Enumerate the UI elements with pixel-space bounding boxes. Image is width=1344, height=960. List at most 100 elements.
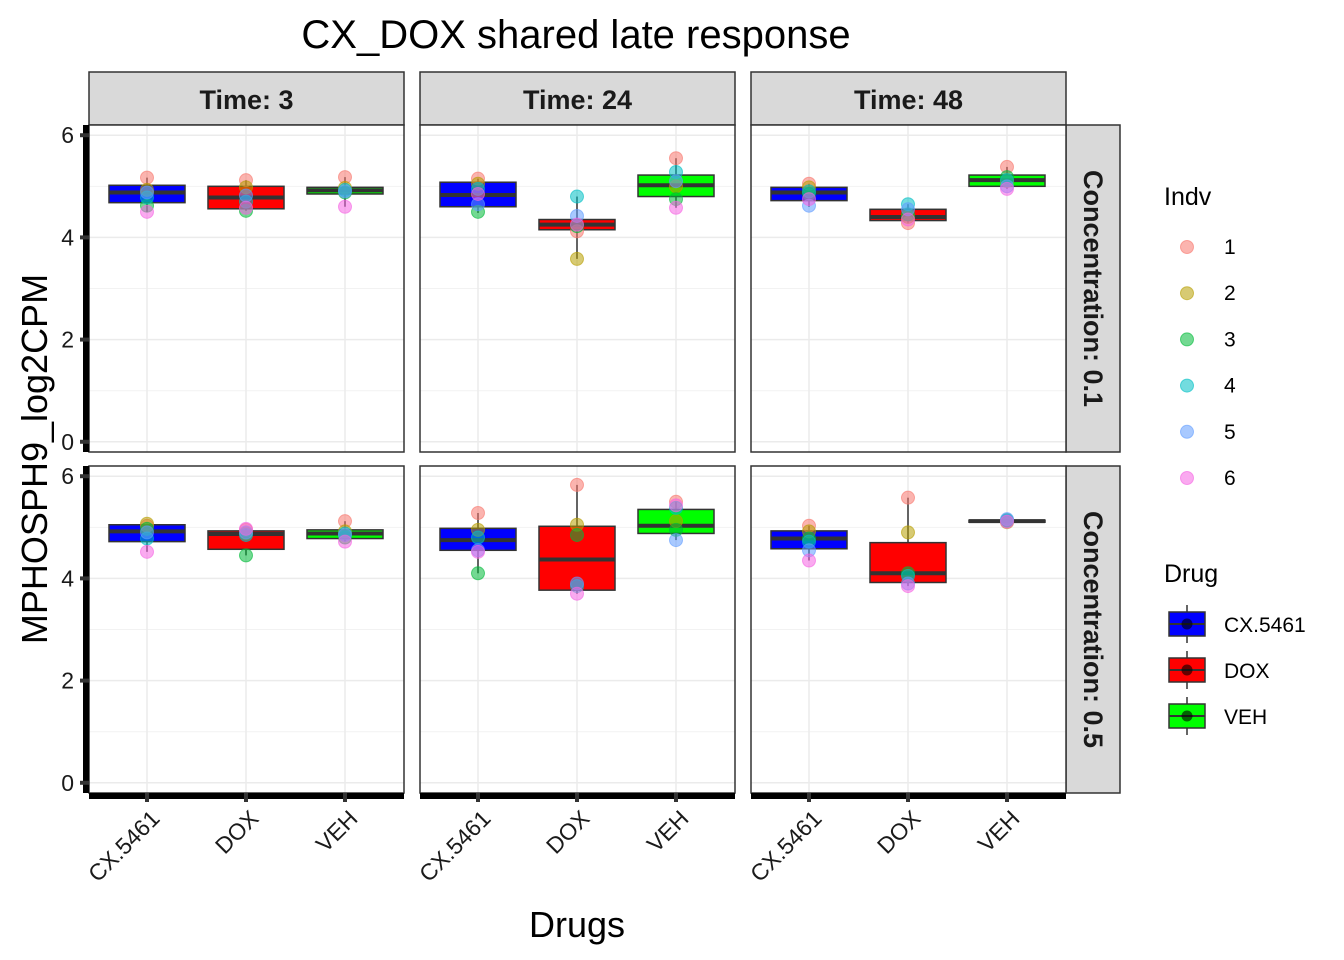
data-point [140,170,154,185]
y-tick-label: 6 [61,122,74,148]
boxplot [770,176,848,213]
facet-panel [419,465,736,794]
data-point [471,566,485,581]
column-strip: Time: 48 [750,71,1067,126]
data-point [338,199,352,214]
legend-key-point [1181,710,1193,722]
legends: Indv 1 2 3 4 5 6 Drug CX.5461 DOX VEH [1164,183,1306,735]
data-point [669,174,683,189]
legend-label: 3 [1224,328,1236,351]
strip-background [88,71,405,126]
data-point [570,189,584,204]
y-tick-label: 0 [61,770,74,796]
boxplot [108,516,186,559]
y-tick-label: 4 [61,565,74,591]
boxplot [207,173,285,218]
data-point [570,251,584,266]
x-tick-label: VEH [973,805,1025,857]
legend-key-point [1180,424,1194,439]
legend-entry: VEH [1168,697,1267,735]
legend-label: 4 [1224,375,1236,398]
legend-entry: 2 [1180,282,1236,305]
legend-title: Indv [1164,183,1212,211]
boxplot [637,151,715,215]
column-strip: Time: 3 [88,71,405,126]
data-point [140,544,154,559]
legend-key-point [1181,664,1193,676]
data-point [140,525,154,540]
legend-entry: 4 [1180,375,1236,398]
data-point [901,525,915,540]
data-point [471,186,485,201]
x-tick-label: DOX [210,805,264,859]
data-point [570,477,584,492]
strip-background [1065,124,1121,453]
x-tick-label: CX.5461 [745,805,827,887]
legend-key-point [1180,378,1194,393]
legend-key-point [1180,332,1194,347]
legend-key-point [1180,240,1194,254]
data-point [338,184,352,199]
row-strip-label: Concentration: 0.5 [1078,511,1108,748]
boxplot [538,477,616,601]
strip-background [750,71,1067,126]
facet-panel [750,124,1067,453]
x-tick-label: VEH [311,805,363,857]
legend-drug: Drug CX.5461 DOX VEH [1164,560,1306,735]
legend-key-point [1180,471,1194,485]
column-strip-label: Time: 48 [854,85,963,115]
data-point [471,506,485,521]
row-strip: Concentration: 0.1 [1065,124,1121,453]
data-point [1000,514,1014,529]
boxplot [869,490,947,594]
x-tick-label: CX.5461 [83,805,165,887]
data-point [570,527,584,542]
facet-panel [419,124,736,453]
boxplot [770,518,848,568]
legend-label: 5 [1224,421,1236,444]
legend-entry: DOX [1168,651,1270,689]
y-tick-label: 2 [61,668,74,694]
x-axis: CX.5461 DOX VEH [83,793,404,887]
y-axis: 0 2 4 6 [61,122,89,455]
data-point [570,586,584,601]
legend-label: DOX [1224,660,1270,683]
y-axis-title: MPHOSPH9_log2CPM [14,274,55,644]
facet-panels: Time: 3 Time: 24 Time: 48 Concentration: 0.… [61,71,1121,887]
legend-label: VEH [1224,706,1267,729]
data-point [471,530,485,545]
boxplot [306,514,384,549]
x-tick-label: DOX [541,805,595,859]
legend-entry: 6 [1180,467,1236,490]
data-point [239,521,253,536]
column-strip-label: Time: 3 [199,85,293,115]
boxplot [968,159,1046,196]
legend-label: 1 [1224,236,1236,259]
data-point [901,579,915,594]
data-point [1000,181,1014,196]
x-tick-label: CX.5461 [414,805,496,887]
boxplot [869,197,947,231]
data-point [669,533,683,548]
panel-border [419,124,736,453]
x-axis: CX.5461 DOX VEH [414,793,735,887]
chart-title: CX_DOX shared late response [301,13,850,57]
data-point [239,188,253,203]
data-point [802,553,816,568]
strip-background [1065,465,1121,794]
legend-title: Drug [1164,560,1218,588]
data-point [901,212,915,227]
boxplot [968,512,1046,530]
data-point [570,217,584,232]
x-axis: CX.5461 DOX VEH [745,793,1066,887]
column-strip: Time: 24 [419,71,736,126]
data-point [338,534,352,549]
boxplot [439,506,517,581]
legend-entry: CX.5461 [1168,605,1306,643]
x-tick-label: VEH [642,805,694,857]
legend-entry: 5 [1180,421,1236,444]
panel-border [750,124,1067,453]
legend-key-point [1180,286,1194,301]
y-tick-label: 4 [61,224,74,250]
